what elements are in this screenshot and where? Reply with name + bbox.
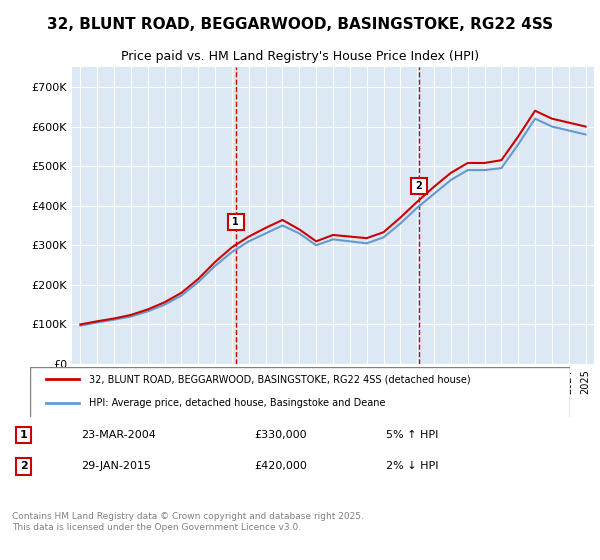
Text: 1: 1 xyxy=(20,430,28,440)
Text: 32, BLUNT ROAD, BEGGARWOOD, BASINGSTOKE, RG22 4SS: 32, BLUNT ROAD, BEGGARWOOD, BASINGSTOKE,… xyxy=(47,17,553,32)
Text: 23-MAR-2004: 23-MAR-2004 xyxy=(81,430,156,440)
Text: 1: 1 xyxy=(232,217,239,227)
Text: HPI: Average price, detached house, Basingstoke and Deane: HPI: Average price, detached house, Basi… xyxy=(89,398,386,408)
Text: 5% ↑ HPI: 5% ↑ HPI xyxy=(386,430,439,440)
Text: 2% ↓ HPI: 2% ↓ HPI xyxy=(386,461,439,471)
Text: Contains HM Land Registry data © Crown copyright and database right 2025.
This d: Contains HM Land Registry data © Crown c… xyxy=(12,512,364,532)
Text: 32, BLUNT ROAD, BEGGARWOOD, BASINGSTOKE, RG22 4SS (detached house): 32, BLUNT ROAD, BEGGARWOOD, BASINGSTOKE,… xyxy=(89,375,471,384)
Text: 29-JAN-2015: 29-JAN-2015 xyxy=(81,461,151,471)
FancyBboxPatch shape xyxy=(30,367,570,418)
Text: £330,000: £330,000 xyxy=(254,430,307,440)
Text: £420,000: £420,000 xyxy=(254,461,307,471)
Text: Price paid vs. HM Land Registry's House Price Index (HPI): Price paid vs. HM Land Registry's House … xyxy=(121,50,479,63)
Text: 2: 2 xyxy=(20,461,28,471)
Text: 2: 2 xyxy=(415,181,422,191)
